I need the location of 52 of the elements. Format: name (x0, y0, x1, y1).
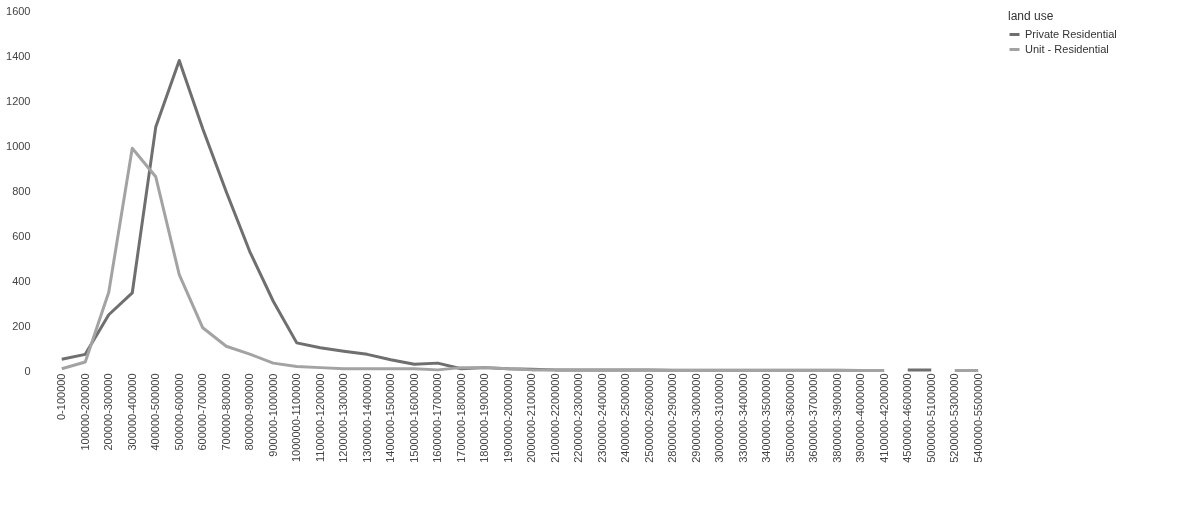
y-tick-label: 0 (24, 364, 31, 377)
y-tick-label: 1200 (6, 94, 31, 107)
x-tick-label: 900000-1000000 (266, 373, 279, 457)
x-tick-label: 5400000-5500000 (971, 373, 984, 463)
x-tick-label: 1200000-1300000 (337, 373, 350, 463)
x-tick-label: 3500000-3600000 (783, 373, 796, 463)
x-tick-label: 2000000-2100000 (525, 373, 538, 463)
x-tick-label: 1500000-1600000 (407, 373, 420, 463)
x-tick-label: 1000000-1100000 (290, 373, 303, 462)
x-tick-label: 3600000-3700000 (807, 373, 820, 463)
x-tick-label: 2800000-2900000 (666, 373, 679, 463)
x-tick-label: 100000-200000 (78, 373, 91, 451)
x-tick-label: 1800000-1900000 (478, 373, 491, 463)
y-tick-label: 600 (12, 229, 31, 242)
x-tick-label: 400000-500000 (149, 373, 162, 451)
x-tick-label: 5200000-5300000 (948, 373, 961, 463)
x-tick-label: 0-100000 (55, 373, 68, 420)
x-tick-label: 2300000-2400000 (595, 373, 608, 463)
x-tick-label: 2500000-2600000 (642, 373, 655, 463)
x-tick-label: 1600000-1700000 (431, 373, 444, 463)
x-tick-label: 2100000-2200000 (548, 373, 561, 463)
x-tick-label: 1700000-1800000 (454, 373, 467, 463)
y-tick-label: 800 (12, 184, 31, 197)
x-tick-label: 300000-400000 (125, 373, 138, 451)
x-tick-label: 200000-300000 (102, 373, 115, 451)
x-tick-label: 600000-700000 (196, 373, 209, 451)
y-tick-label: 1600 (6, 4, 31, 17)
x-tick-label: 700000-800000 (219, 373, 232, 451)
x-tick-label: 3300000-3400000 (736, 373, 749, 463)
x-tick-label: 3400000-3500000 (760, 373, 773, 463)
legend-label: Unit - Residential (1025, 42, 1109, 55)
x-tick-label: 2400000-2500000 (619, 373, 632, 463)
y-tick-label: 400 (12, 274, 31, 287)
x-tick-label: 5000000-5100000 (924, 373, 937, 463)
x-tick-label: 2900000-3000000 (689, 373, 702, 463)
x-tick-label: 3000000-3100000 (713, 373, 726, 463)
x-tick-label: 800000-900000 (243, 373, 256, 451)
x-tick-label: 1900000-2000000 (501, 373, 514, 463)
x-tick-label: 4500000-4600000 (901, 373, 914, 463)
x-tick-label: 1400000-1500000 (384, 373, 397, 463)
x-tick-label: 3800000-3900000 (830, 373, 843, 463)
x-tick-label: 1300000-1400000 (360, 373, 373, 463)
x-tick-label: 2200000-2300000 (572, 373, 585, 463)
y-tick-label: 200 (12, 319, 31, 332)
x-tick-label: 3900000-4000000 (854, 373, 867, 463)
legend-title: land use (1008, 9, 1054, 23)
x-tick-label: 4100000-4200000 (877, 373, 890, 463)
legend-label: Private Residential (1025, 27, 1117, 40)
y-tick-label: 1400 (6, 49, 31, 62)
x-tick-label: 500000-600000 (172, 373, 185, 451)
y-tick-label: 1000 (6, 139, 31, 152)
x-tick-label: 1100000-1200000 (313, 373, 326, 462)
